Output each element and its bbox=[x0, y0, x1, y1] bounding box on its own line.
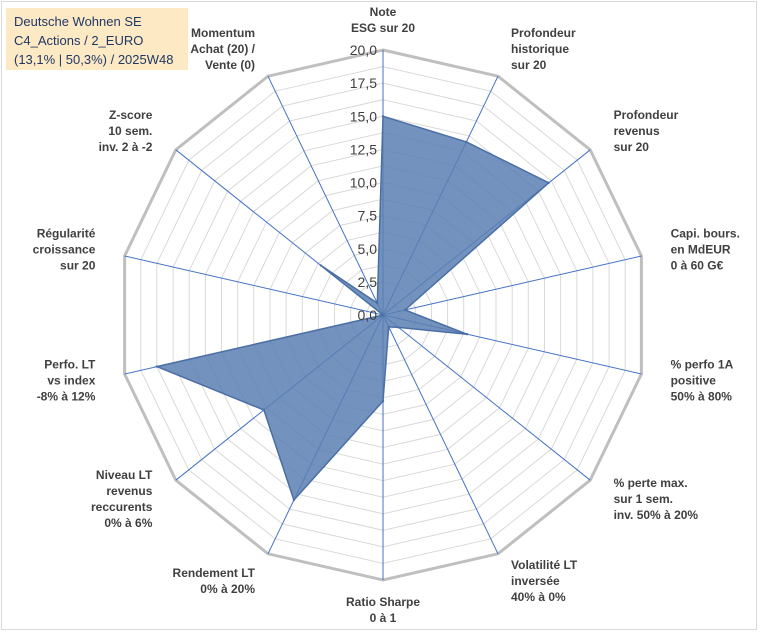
axis-label-line: 0% à 20% bbox=[200, 582, 255, 596]
series-point bbox=[397, 326, 400, 329]
series-point bbox=[381, 115, 385, 118]
r-tick-label: 20,0 bbox=[350, 42, 377, 58]
axis-label: Ratio Sharpe 0 à 1 bbox=[346, 595, 420, 625]
axis-label-line: 0 à 60 G€ bbox=[671, 258, 724, 272]
radar-tick-labels: 0,0 2,5 5,0 7,5 10,0 12,5 15,0 17,5 20,0 bbox=[350, 42, 377, 323]
series-point bbox=[319, 264, 322, 267]
axis-label: Z-score 10 sem. inv. 2 à -2 bbox=[99, 108, 153, 154]
r-tick-label: 5,0 bbox=[358, 241, 378, 257]
axis-label-line: inv. 2 à -2 bbox=[99, 140, 153, 154]
series-point bbox=[262, 408, 266, 412]
series-point bbox=[292, 498, 296, 502]
axis-label: Régularité croissance sur 20 bbox=[33, 226, 96, 272]
axis-label: Volatilité LT inversée 40% à 0% bbox=[511, 558, 578, 604]
axis-label-line: Vente (0) bbox=[205, 58, 255, 72]
title-line-stats: (13,1% | 50,3%) / 2025W48 bbox=[14, 52, 174, 67]
series-point bbox=[387, 325, 390, 329]
axis-label-line: 0% à 6% bbox=[104, 516, 152, 530]
axis-label-line: revenus bbox=[106, 484, 152, 498]
r-tick-label: 0,0 bbox=[358, 307, 378, 323]
axis-label: % perfo 1A positive 50% à 80% bbox=[671, 358, 734, 404]
title-line-company: Deutsche Wohnen SE bbox=[14, 14, 142, 29]
axis-label-line: Rendement LT bbox=[173, 566, 256, 580]
axis-label: Note ESG sur 20 bbox=[351, 5, 415, 35]
axis-label-line: Niveau LT bbox=[96, 468, 153, 482]
spoke-line bbox=[382, 314, 591, 481]
series-point bbox=[381, 399, 385, 403]
axis-label-line: historique bbox=[511, 42, 569, 56]
axis-label-line: ESG sur 20 bbox=[351, 21, 415, 35]
spoke-line bbox=[267, 75, 384, 316]
series-point bbox=[155, 365, 159, 368]
series-point bbox=[547, 181, 550, 184]
axis-label: Capi. bours. en MdEUR 0 à 60 G€ bbox=[671, 226, 740, 272]
spoke-line bbox=[382, 314, 499, 555]
axis-label-line: sur 20 bbox=[511, 58, 547, 72]
axis-label-line: Profondeur bbox=[614, 108, 679, 122]
axis-label-line: vs index bbox=[47, 374, 95, 388]
axis-label-line: croissance bbox=[33, 242, 96, 256]
spoke-line bbox=[124, 255, 384, 316]
axis-label-line: 10 sem. bbox=[108, 124, 152, 138]
series-point bbox=[381, 313, 385, 317]
axis-label: Profondeur revenus sur 20 bbox=[614, 108, 679, 154]
axis-label-line: Z-score bbox=[109, 108, 153, 122]
radar-axis-labels: Note ESG sur 20 Profondeur historique sur 20… bbox=[33, 5, 740, 625]
r-tick-label: 7,5 bbox=[358, 208, 378, 224]
axis-label-line: sur 20 bbox=[614, 140, 650, 154]
axis-label-line: inversée bbox=[511, 574, 560, 588]
axis-label-line: Ratio Sharpe bbox=[346, 595, 420, 609]
axis-label: Momentum Achat (20) / Vente (0) bbox=[190, 26, 255, 72]
axis-label: Perfo. LT vs index -8% à 12% bbox=[37, 358, 96, 404]
axis-label: Niveau LT revenus reccurents 0% à 6% bbox=[91, 468, 153, 530]
r-tick-label: 15,0 bbox=[350, 108, 377, 124]
axis-label-line: reccurents bbox=[91, 500, 153, 514]
series-point bbox=[403, 308, 407, 312]
axis-label-line: sur 20 bbox=[60, 258, 96, 272]
axis-label-line: 0 à 1 bbox=[370, 611, 397, 625]
axis-label-line: Volatilité LT bbox=[511, 558, 578, 572]
axis-label-line: -8% à 12% bbox=[37, 390, 96, 404]
axis-label: % perte max. sur 1 sem. inv. 50% à 20% bbox=[614, 476, 699, 522]
axis-label: Profondeur historique sur 20 bbox=[511, 26, 576, 72]
title-line-category: C4_Actions / 2_EURO bbox=[14, 33, 144, 48]
axis-label-line: 40% à 0% bbox=[511, 590, 566, 604]
axis-label-line: 50% à 80% bbox=[671, 390, 733, 404]
spoke-line bbox=[382, 255, 642, 316]
axis-label-line: Note bbox=[370, 5, 397, 19]
axis-label-line: % perte max. bbox=[614, 476, 688, 490]
axis-label-line: inv. 50% à 20% bbox=[614, 508, 699, 522]
r-tick-label: 12,5 bbox=[350, 141, 377, 157]
radar-series bbox=[154, 115, 551, 502]
axis-label-line: Perfo. LT bbox=[44, 358, 96, 372]
axis-label-line: sur 1 sem. bbox=[614, 492, 673, 506]
axis-label-line: en MdEUR bbox=[671, 242, 731, 256]
series-point bbox=[376, 301, 379, 305]
chart-title-box: Deutsche Wohnen SE C4_Actions / 2_EURO (… bbox=[6, 8, 188, 70]
r-tick-label: 17,5 bbox=[350, 75, 377, 91]
axis-label-line: Achat (20) / bbox=[190, 42, 255, 56]
r-tick-label: 10,0 bbox=[350, 175, 377, 191]
series-point bbox=[465, 333, 469, 336]
axis-label-line: Profondeur bbox=[511, 26, 576, 40]
axis-label-line: Régularité bbox=[37, 226, 96, 240]
axis-label-line: % perfo 1A bbox=[671, 358, 734, 372]
axis-label-line: positive bbox=[671, 374, 717, 388]
series-point bbox=[465, 140, 468, 144]
axis-label-line: Capi. bours. bbox=[671, 226, 740, 240]
axis-label: Rendement LT 0% à 20% bbox=[173, 566, 256, 596]
axis-label-line: revenus bbox=[614, 124, 660, 138]
r-tick-label: 2,5 bbox=[358, 274, 378, 290]
axis-label-line: Momentum bbox=[191, 26, 255, 40]
